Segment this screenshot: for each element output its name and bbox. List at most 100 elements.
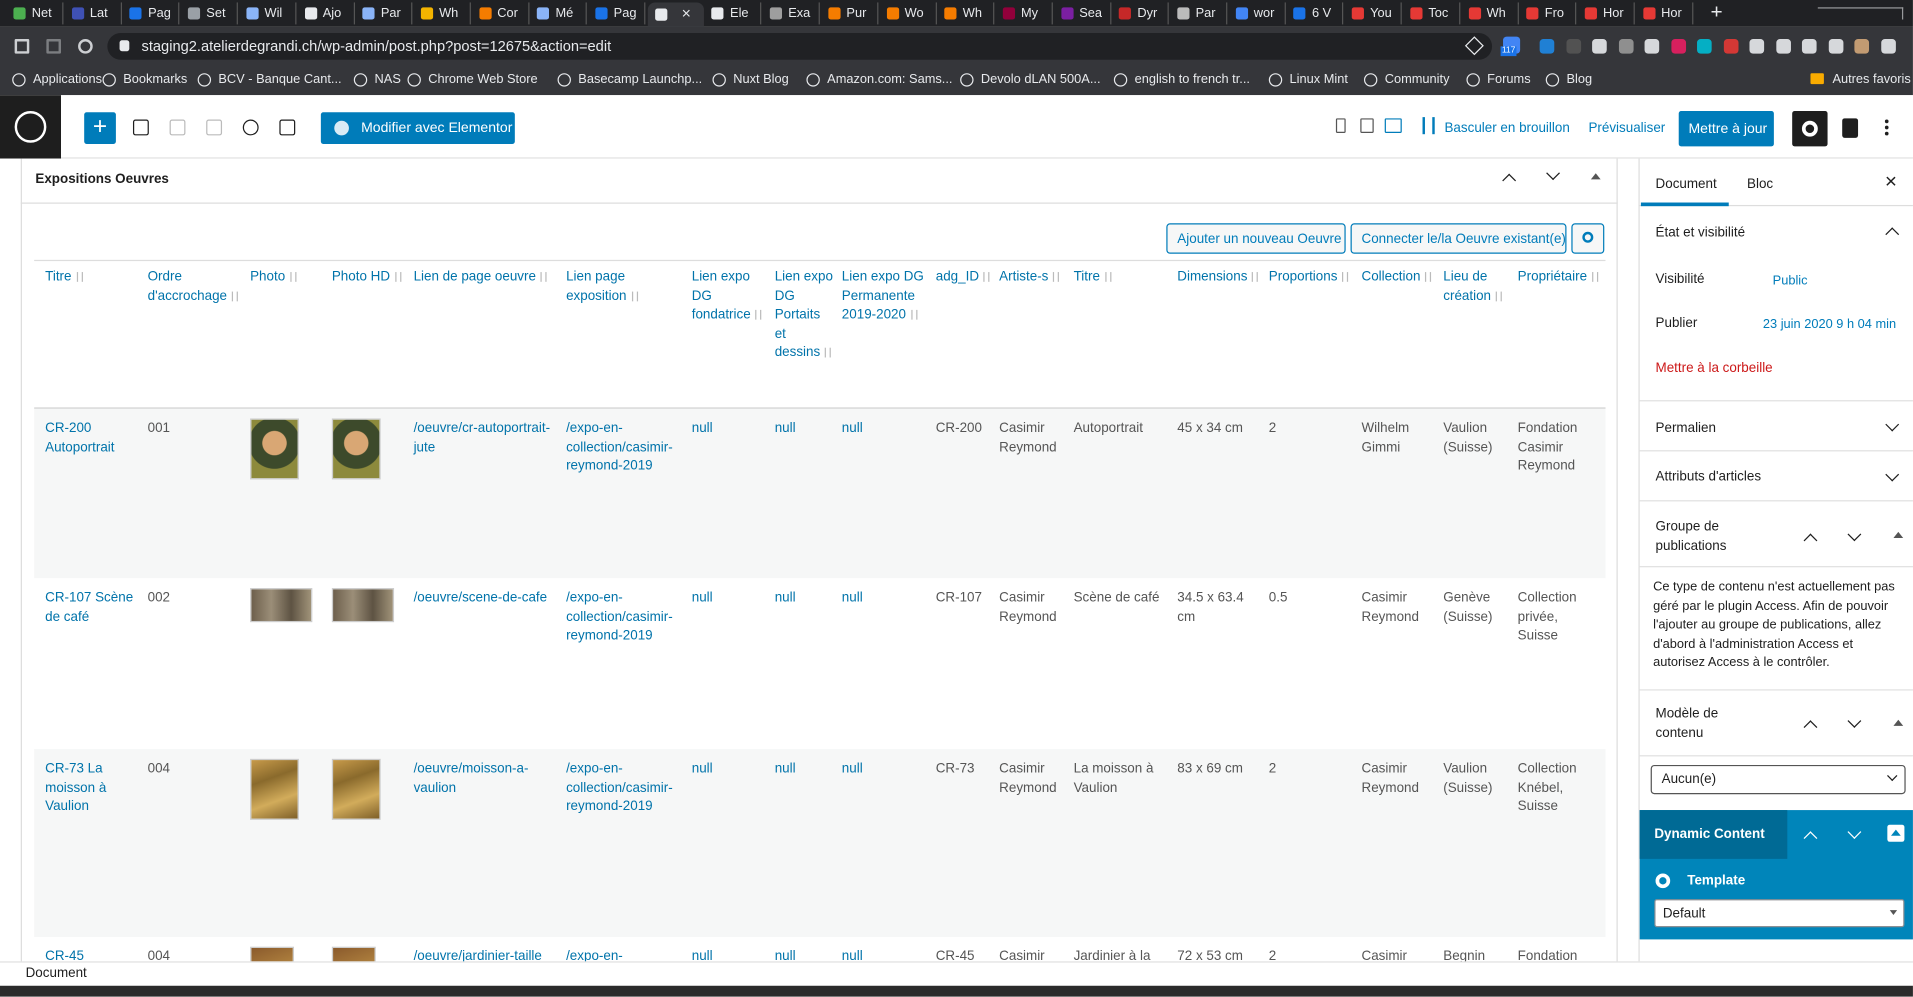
photo-thumbnail[interactable] <box>250 418 299 480</box>
column-header[interactable]: Lien expo DG Permanente 2019-2020 <box>841 269 924 323</box>
extension-icon[interactable] <box>1723 39 1738 54</box>
extension-icon[interactable] <box>1618 39 1633 54</box>
tab[interactable]: Mé <box>531 2 588 25</box>
table-cell[interactable]: /oeuvre/cr-autoportrait-jute <box>413 420 551 455</box>
sort-icon[interactable] <box>1053 272 1060 282</box>
column-header[interactable]: Photo <box>250 268 324 287</box>
collapse-toggle[interactable] <box>1887 824 1905 842</box>
groups-title[interactable]: Groupe de publications <box>1655 519 1727 554</box>
metabox-toggle[interactable] <box>1590 173 1601 180</box>
extension-icon[interactable] <box>1854 39 1870 54</box>
outline[interactable] <box>279 119 296 136</box>
permalink-title[interactable]: Permalien <box>1655 420 1716 436</box>
settings-button[interactable] <box>1792 111 1828 147</box>
table-cell[interactable]: CR-200 Autoportrait <box>45 420 115 455</box>
photo-thumbnail[interactable] <box>250 588 313 623</box>
new-tab[interactable]: + <box>1710 0 1723 24</box>
table-cell[interactable]: /expo-en-collection/casimir-reymond-2019 <box>566 420 673 474</box>
column-header[interactable]: Proportions <box>1269 268 1354 287</box>
visibility-value[interactable]: Public <box>1772 273 1808 288</box>
tab[interactable]: Lat <box>65 2 122 25</box>
collapse-toggle[interactable] <box>1893 719 1904 726</box>
nav-forward[interactable] <box>46 39 61 54</box>
tab[interactable]: Wil <box>240 2 297 25</box>
sort-icon[interactable] <box>540 272 547 282</box>
table-cell[interactable]: /oeuvre/jardinier-taille <box>413 949 542 964</box>
tab[interactable]: Toc <box>1404 2 1461 25</box>
table-cell[interactable]: null <box>841 590 863 606</box>
sort-icon[interactable] <box>631 291 638 301</box>
extension-icon[interactable] <box>1775 39 1791 54</box>
photo-hd-thumbnail[interactable] <box>331 588 395 623</box>
model-select[interactable]: Aucun(e) <box>1650 764 1906 795</box>
column-header[interactable]: Photo HD <box>332 268 406 287</box>
document-tab[interactable]: Document <box>1655 176 1717 192</box>
collapse-toggle[interactable] <box>1893 531 1904 539</box>
connect-oeuvre-button[interactable]: Connecter le/la Oeuvre existant(e) <box>1350 223 1567 254</box>
tab[interactable]: You <box>1346 2 1402 25</box>
tab[interactable]: Dyr <box>1113 2 1170 25</box>
tab[interactable]: Pur <box>822 2 879 25</box>
column-header[interactable]: Lieu de création <box>1443 268 1510 306</box>
table-cell[interactable]: /oeuvre/moisson-a-vaulion <box>413 761 529 795</box>
sort-icon[interactable] <box>1252 272 1259 282</box>
column-header[interactable]: Ordre d'accrochage <box>148 268 243 306</box>
tab[interactable]: Wh <box>1462 2 1519 25</box>
nav-back[interactable] <box>14 39 30 54</box>
tab[interactable]: Ajo <box>298 2 355 25</box>
sort-icon[interactable] <box>983 272 991 282</box>
tab[interactable]: Ele <box>706 2 762 25</box>
table-cell[interactable]: null <box>841 420 863 436</box>
sort-icon[interactable] <box>1342 272 1349 282</box>
info[interactable] <box>242 119 259 136</box>
trash-link[interactable]: Mettre à la corbeille <box>1655 361 1773 376</box>
tab[interactable]: 6 V <box>1288 2 1344 25</box>
preview-link[interactable]: Prévisualiser <box>1588 120 1666 136</box>
sort-icon[interactable] <box>1495 291 1502 301</box>
draft-link[interactable]: Basculer en brouillon <box>1444 120 1570 136</box>
sort-icon[interactable] <box>290 272 297 282</box>
tab[interactable]: My <box>997 2 1053 25</box>
photo-hd-thumbnail[interactable] <box>331 418 381 480</box>
extension-icon[interactable] <box>1539 39 1555 54</box>
tab[interactable]: Hor <box>1579 2 1635 25</box>
table-cell[interactable]: null <box>691 420 713 436</box>
sort-icon[interactable] <box>231 291 239 301</box>
tab[interactable]: Wh <box>938 2 995 25</box>
tab[interactable]: Wh <box>415 2 471 25</box>
dynamic-title[interactable]: Dynamic Content <box>1654 827 1765 842</box>
model-title[interactable]: Modèle de contenu <box>1655 706 1719 740</box>
table-cell[interactable]: /expo-en-collection/casimir-reymond-2019 <box>566 761 673 814</box>
block-tab[interactable]: Bloc <box>1747 176 1774 192</box>
column-header[interactable]: Artiste-s <box>999 268 1066 287</box>
table-cell[interactable]: /expo-en-collection/casimir-reymond-2019 <box>566 590 673 643</box>
tab[interactable]: Sea <box>1055 2 1111 25</box>
table-cell[interactable]: null <box>691 590 713 606</box>
table-cell[interactable]: CR-73 La moisson à Vaulion <box>45 761 107 814</box>
column-header[interactable]: Lien page exposition <box>566 268 684 306</box>
add-oeuvre-button[interactable]: Ajouter un nouveau Oeuvre <box>1166 223 1346 254</box>
metabox-settings-button[interactable] <box>1571 223 1605 254</box>
tab[interactable]: Par <box>1171 2 1228 25</box>
update-button[interactable]: Mettre à jour <box>1678 111 1774 147</box>
column-header[interactable]: Lien de page oeuvre <box>414 268 559 287</box>
table-cell[interactable]: null <box>774 949 796 964</box>
active-tab[interactable]: × <box>647 2 704 27</box>
column-header[interactable]: Titre <box>45 268 140 287</box>
extension-icon[interactable] <box>1670 39 1686 54</box>
table-cell[interactable]: null <box>774 590 796 606</box>
url-box[interactable]: staging2.atelierdegrandi.ch/wp-admin/pos… <box>107 32 1493 60</box>
extension-icon[interactable] <box>1592 39 1607 54</box>
column-header[interactable]: Lien expo DG Portaits et dessins <box>774 269 833 360</box>
extension-icon[interactable] <box>1749 39 1765 54</box>
photo-thumbnail[interactable] <box>250 758 299 820</box>
more-menu-dot[interactable] <box>1884 119 1889 124</box>
nav-reload[interactable] <box>78 39 93 54</box>
close-sidebar[interactable]: × <box>1884 169 1898 193</box>
sort-icon[interactable] <box>910 309 917 320</box>
table-cell[interactable]: CR-45 <box>45 949 84 964</box>
sort-icon[interactable] <box>76 272 83 282</box>
extension-icon[interactable] <box>1801 39 1817 54</box>
extension-icon[interactable] <box>1828 39 1843 54</box>
tab[interactable]: Hor <box>1637 2 1693 25</box>
